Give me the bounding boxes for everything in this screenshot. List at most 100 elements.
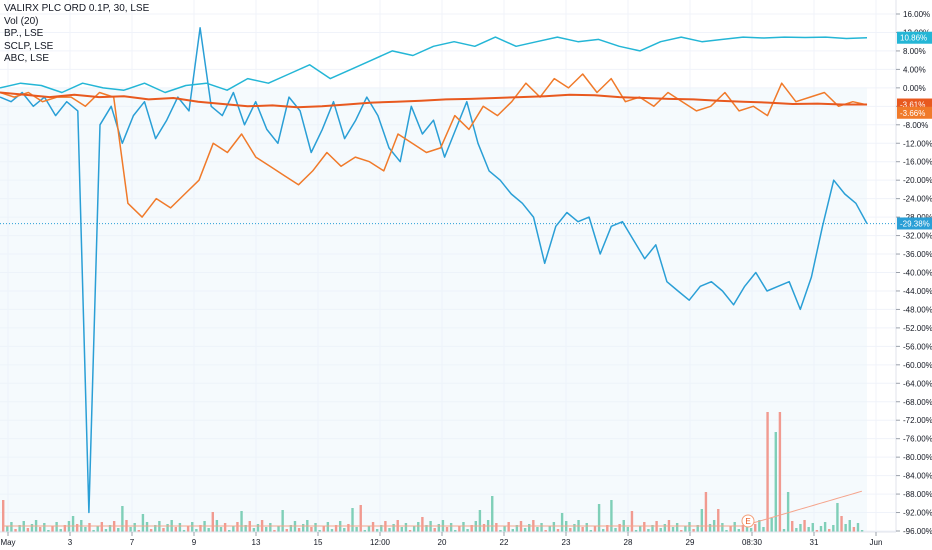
volume-bar	[38, 527, 42, 532]
y-tick-label: -68.00%	[903, 398, 932, 407]
x-tick-label: 08:30	[742, 538, 763, 547]
series-line-sclp	[0, 73, 868, 218]
volume-bar	[256, 524, 260, 532]
volume-bar	[433, 528, 436, 532]
volume-bar	[133, 523, 136, 532]
volume-bar	[688, 522, 691, 532]
volume-bar	[811, 523, 814, 532]
volume-bar	[663, 524, 667, 532]
legend-series-abc[interactable]: ABC, LSE	[4, 53, 50, 64]
volume-bar	[544, 530, 547, 532]
volume-bar	[252, 528, 256, 532]
earnings-marker[interactable]: E	[741, 514, 755, 528]
y-tick-label: -92.00%	[903, 509, 932, 518]
volume-bar	[680, 530, 683, 532]
y-tick-label: -80.00%	[903, 453, 932, 462]
volume-bar	[462, 522, 465, 532]
y-tick-label: -56.00%	[903, 342, 932, 351]
earnings-icon[interactable]	[741, 514, 755, 528]
volume-bar	[766, 412, 769, 532]
volume-bar	[466, 529, 469, 532]
volume-bar	[721, 523, 724, 532]
volume-bar	[404, 523, 408, 532]
volume-bar	[445, 527, 449, 532]
volume-bar	[482, 524, 486, 532]
volume-ma-line	[3, 490, 863, 527]
volume-bar	[856, 523, 860, 532]
price-axis[interactable]: 16.00%12.00%8.00%4.00%0.00%-4.00%-8.00%-…	[896, 10, 932, 536]
volume-bar	[819, 526, 823, 532]
volume-bar	[675, 523, 679, 532]
volume-bar	[844, 524, 847, 532]
legend-series-bp[interactable]: BP., LSE	[4, 28, 44, 39]
volume-bar	[671, 527, 675, 532]
volume-bar	[289, 525, 293, 532]
volume-bar	[606, 525, 609, 532]
volume-bar	[330, 529, 334, 532]
volume-bar	[708, 524, 712, 532]
volume-bar	[100, 522, 104, 532]
volume-bar	[737, 529, 741, 532]
y-tick-label: -36.00%	[903, 250, 932, 259]
volume-bar	[458, 526, 461, 532]
y-tick-label: -8.00%	[903, 121, 928, 130]
volume-bar	[26, 528, 30, 532]
volume-bar	[43, 523, 46, 532]
volume-bar	[560, 513, 564, 532]
volume-bar	[569, 528, 572, 532]
volume-bar	[281, 510, 284, 532]
volume-bar	[191, 522, 194, 532]
volume-bar	[778, 412, 782, 532]
x-tick-label: 22	[500, 538, 509, 547]
volume-bar	[774, 432, 777, 532]
price-tags: 10.86% -3.61%-3.66% -29.38%	[897, 31, 932, 230]
volume-bar	[75, 524, 79, 532]
volume-bar	[610, 500, 613, 532]
volume-bar	[88, 523, 91, 532]
volume-bar	[454, 530, 457, 532]
volume-bar	[273, 530, 276, 532]
volume-bar	[219, 527, 223, 532]
volume-bar	[84, 527, 87, 532]
volume-bar	[852, 527, 856, 532]
volume-bar	[556, 529, 560, 532]
volume-bar	[2, 500, 5, 532]
volume-bar	[375, 529, 379, 532]
volume-bar	[6, 526, 9, 532]
volume-bar	[178, 523, 182, 532]
legend-series-sclp[interactable]: SCLP, LSE	[4, 40, 54, 52]
volume-bar	[807, 527, 810, 532]
y-tick-label: -24.00%	[903, 195, 932, 204]
volume-bar	[363, 530, 367, 532]
volume-bar	[823, 522, 827, 532]
volume-bar	[96, 526, 99, 532]
volume-bar	[343, 528, 346, 532]
x-tick-label: 23	[562, 538, 571, 547]
volume-bar	[355, 527, 358, 532]
y-tick-label: -88.00%	[903, 490, 932, 499]
chart-legend: VALIRX PLC ORD 0.1P, 30, LSE Vol (20) BP…	[4, 3, 149, 66]
volume-bar	[828, 529, 831, 532]
volume-bar	[782, 529, 786, 532]
volume-bar	[700, 509, 704, 532]
volume-bar	[795, 528, 798, 532]
volume-bar	[240, 511, 243, 532]
volume-bar	[437, 524, 441, 532]
legend-main-symbol[interactable]: VALIRX PLC ORD 0.1P, 30, LSE	[4, 3, 150, 14]
volume-bar	[149, 529, 153, 532]
y-tick-label: -84.00%	[903, 472, 932, 481]
volume-bar	[51, 526, 54, 532]
legend-volume[interactable]: Vol (20)	[4, 15, 39, 27]
y-tick-label: 4.00%	[903, 65, 926, 74]
price-tag-label: -3.61%	[900, 101, 925, 110]
volume-bar	[310, 527, 313, 532]
volume-bar	[449, 523, 453, 532]
volume-bar	[754, 524, 757, 532]
time-axis[interactable]: May 3 7 9 13 15 12:00 20 22 23 28 29 08:30 31 Jun	[0, 532, 882, 547]
volume-bar	[244, 525, 247, 532]
volume-bar	[10, 522, 13, 532]
volume-bar	[523, 528, 527, 532]
main-series-area-fill	[0, 87, 867, 531]
y-tick-label: -44.00%	[903, 287, 932, 296]
